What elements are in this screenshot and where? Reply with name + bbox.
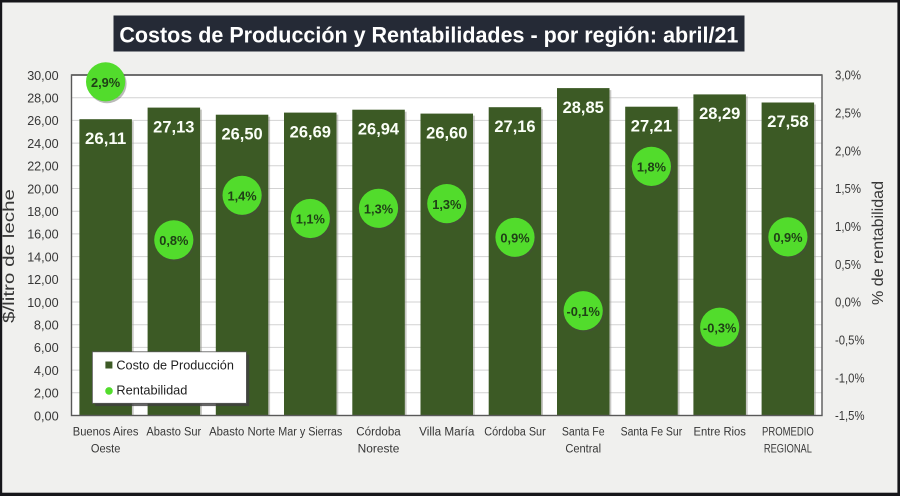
svg-text:28,00: 28,00 [27,91,59,106]
svg-text:Santa Fe: Santa Fe [562,427,605,439]
svg-text:2,00: 2,00 [34,386,59,401]
svg-text:$/litro de leche: $/litro de leche [1,189,18,323]
svg-text:-1,0%: -1,0% [835,370,865,385]
svg-text:Noreste: Noreste [358,444,400,456]
svg-text:20,00: 20,00 [27,181,59,196]
svg-text:Mar y Sierras: Mar y Sierras [278,427,342,439]
svg-text:27,21: 27,21 [631,117,672,135]
svg-text:PROMEDIO: PROMEDIO [762,427,814,439]
svg-text:24,00: 24,00 [27,136,59,151]
svg-text:26,00: 26,00 [27,113,59,128]
svg-text:1,8%: 1,8% [637,160,667,175]
svg-text:1,3%: 1,3% [432,197,462,212]
svg-text:27,16: 27,16 [494,118,535,136]
svg-text:-1,5%: -1,5% [835,408,865,423]
svg-text:27,58: 27,58 [767,113,808,131]
svg-text:Central: Central [565,444,601,456]
svg-text:Oeste: Oeste [91,444,121,456]
svg-text:27,13: 27,13 [153,118,194,136]
svg-text:Santa Fe Sur: Santa Fe Sur [621,427,683,439]
svg-text:0,9%: 0,9% [773,230,803,245]
svg-text:26,11: 26,11 [85,130,126,148]
svg-text:8,00: 8,00 [34,318,59,333]
svg-text:-0,5%: -0,5% [835,333,865,348]
svg-text:1,4%: 1,4% [228,189,258,204]
svg-text:1,3%: 1,3% [364,202,394,217]
svg-text:REGIONAL: REGIONAL [764,444,812,456]
svg-text:12,00: 12,00 [27,272,59,287]
svg-text:4,00: 4,00 [34,363,59,378]
svg-text:1,5%: 1,5% [835,181,861,196]
svg-text:Buenos Aires: Buenos Aires [73,427,139,439]
svg-text:1,0%: 1,0% [835,219,861,234]
svg-text:26,50: 26,50 [222,125,263,143]
svg-text:-0,1%: -0,1% [566,304,600,319]
svg-text:1,1%: 1,1% [296,212,326,227]
svg-text:16,00: 16,00 [27,227,59,242]
svg-text:2,5%: 2,5% [835,106,861,121]
svg-text:26,94: 26,94 [358,120,399,138]
svg-text:26,60: 26,60 [426,124,467,142]
svg-text:-0,3%: -0,3% [703,320,737,335]
svg-text:18,00: 18,00 [27,204,59,219]
svg-text:0,0%: 0,0% [835,295,861,310]
svg-text:0,00: 0,00 [34,408,59,423]
svg-text:30,00: 30,00 [27,68,59,83]
svg-text:10,00: 10,00 [27,295,59,310]
svg-text:Córdoba Sur: Córdoba Sur [484,427,546,439]
svg-text:Costo de Producción: Costo de Producción [116,358,233,373]
svg-text:22,00: 22,00 [27,159,59,174]
svg-text:0,5%: 0,5% [835,257,861,272]
svg-text:2,9%: 2,9% [91,75,121,90]
svg-text:0,9%: 0,9% [500,231,530,246]
svg-text:0,8%: 0,8% [159,233,189,248]
svg-text:Córdoba: Córdoba [356,427,401,439]
svg-text:2,0%: 2,0% [835,143,861,158]
svg-text:Abasto Norte: Abasto Norte [209,427,275,439]
svg-text:Villa María: Villa María [419,427,475,439]
svg-text:28,85: 28,85 [563,99,604,117]
svg-text:26,69: 26,69 [290,123,331,141]
svg-text:Costos de Producción y Rentabi: Costos de Producción y Rentabilidades - … [119,22,738,47]
svg-text:28,29: 28,29 [699,105,740,123]
svg-text:% de rentabilidad: % de rentabilidad [870,181,887,305]
svg-text:Entre Rios: Entre Rios [694,427,747,439]
svg-text:14,00: 14,00 [27,249,59,264]
svg-text:Rentabilidad: Rentabilidad [116,383,187,398]
svg-text:3,0%: 3,0% [835,68,861,83]
svg-text:Abasto Sur: Abasto Sur [146,427,201,439]
svg-text:6,00: 6,00 [34,340,59,355]
